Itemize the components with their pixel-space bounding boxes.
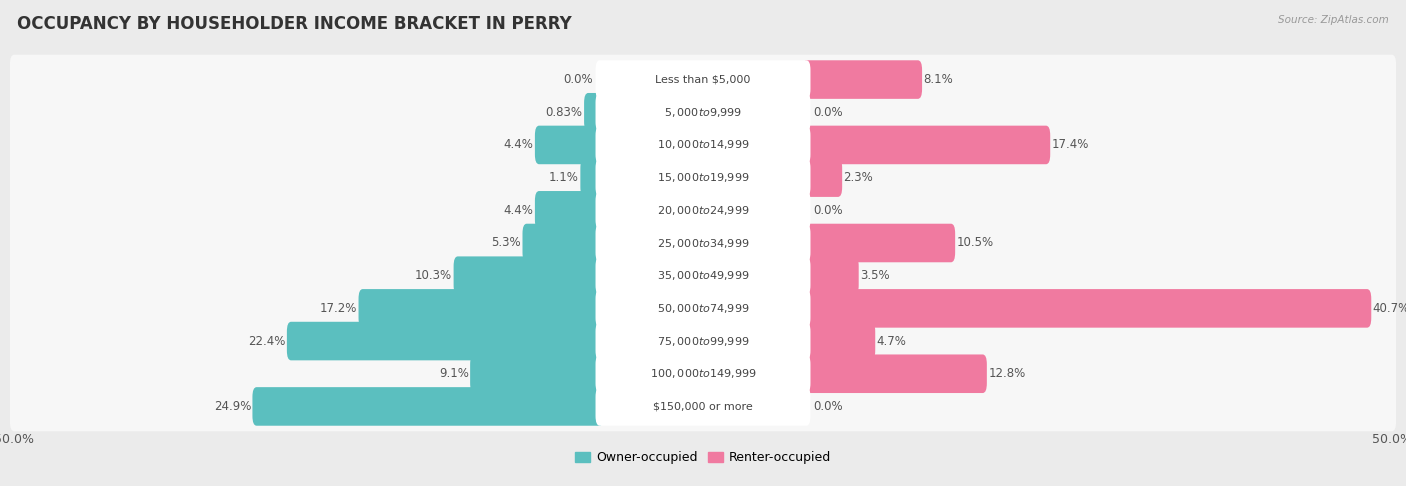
FancyBboxPatch shape — [470, 354, 603, 393]
Text: $150,000 or more: $150,000 or more — [654, 401, 752, 412]
FancyBboxPatch shape — [10, 316, 1396, 366]
Text: 1.1%: 1.1% — [550, 171, 579, 184]
FancyBboxPatch shape — [803, 257, 859, 295]
FancyBboxPatch shape — [596, 126, 810, 164]
FancyBboxPatch shape — [10, 382, 1396, 431]
FancyBboxPatch shape — [596, 191, 810, 229]
FancyBboxPatch shape — [10, 87, 1396, 137]
Text: 22.4%: 22.4% — [247, 334, 285, 347]
FancyBboxPatch shape — [803, 158, 842, 197]
Text: $20,000 to $24,999: $20,000 to $24,999 — [657, 204, 749, 217]
Text: 0.0%: 0.0% — [813, 400, 842, 413]
FancyBboxPatch shape — [803, 289, 1371, 328]
FancyBboxPatch shape — [596, 354, 810, 393]
Text: 3.5%: 3.5% — [860, 269, 890, 282]
FancyBboxPatch shape — [253, 387, 603, 426]
FancyBboxPatch shape — [596, 289, 810, 328]
FancyBboxPatch shape — [596, 322, 810, 360]
Text: $100,000 to $149,999: $100,000 to $149,999 — [650, 367, 756, 380]
Text: 4.4%: 4.4% — [503, 139, 533, 152]
Text: 10.5%: 10.5% — [956, 237, 994, 249]
FancyBboxPatch shape — [359, 289, 603, 328]
FancyBboxPatch shape — [803, 322, 875, 360]
FancyBboxPatch shape — [596, 93, 810, 132]
Text: 0.0%: 0.0% — [813, 106, 842, 119]
FancyBboxPatch shape — [596, 158, 810, 197]
Text: 8.1%: 8.1% — [924, 73, 953, 86]
Text: $10,000 to $14,999: $10,000 to $14,999 — [657, 139, 749, 152]
Text: 0.0%: 0.0% — [564, 73, 593, 86]
FancyBboxPatch shape — [803, 224, 955, 262]
Text: 40.7%: 40.7% — [1372, 302, 1406, 315]
Text: 17.4%: 17.4% — [1052, 139, 1090, 152]
Text: 2.3%: 2.3% — [844, 171, 873, 184]
FancyBboxPatch shape — [523, 224, 603, 262]
Text: $35,000 to $49,999: $35,000 to $49,999 — [657, 269, 749, 282]
FancyBboxPatch shape — [581, 158, 603, 197]
Text: 0.0%: 0.0% — [813, 204, 842, 217]
FancyBboxPatch shape — [596, 60, 810, 99]
Text: 5.3%: 5.3% — [492, 237, 522, 249]
FancyBboxPatch shape — [10, 153, 1396, 203]
Text: Less than $5,000: Less than $5,000 — [655, 74, 751, 85]
FancyBboxPatch shape — [583, 93, 603, 132]
FancyBboxPatch shape — [10, 218, 1396, 268]
FancyBboxPatch shape — [10, 283, 1396, 333]
FancyBboxPatch shape — [803, 60, 922, 99]
Text: 0.83%: 0.83% — [546, 106, 582, 119]
FancyBboxPatch shape — [10, 251, 1396, 300]
Text: 12.8%: 12.8% — [988, 367, 1025, 380]
Text: 9.1%: 9.1% — [439, 367, 468, 380]
FancyBboxPatch shape — [803, 126, 1050, 164]
Text: Source: ZipAtlas.com: Source: ZipAtlas.com — [1278, 15, 1389, 25]
Text: 4.4%: 4.4% — [503, 204, 533, 217]
FancyBboxPatch shape — [596, 257, 810, 295]
FancyBboxPatch shape — [10, 349, 1396, 399]
Text: $25,000 to $34,999: $25,000 to $34,999 — [657, 237, 749, 249]
Text: $5,000 to $9,999: $5,000 to $9,999 — [664, 106, 742, 119]
FancyBboxPatch shape — [454, 257, 603, 295]
FancyBboxPatch shape — [287, 322, 603, 360]
Text: $75,000 to $99,999: $75,000 to $99,999 — [657, 334, 749, 347]
FancyBboxPatch shape — [10, 120, 1396, 170]
FancyBboxPatch shape — [803, 354, 987, 393]
FancyBboxPatch shape — [534, 191, 603, 229]
Text: 10.3%: 10.3% — [415, 269, 453, 282]
Text: $50,000 to $74,999: $50,000 to $74,999 — [657, 302, 749, 315]
FancyBboxPatch shape — [596, 387, 810, 426]
Text: 24.9%: 24.9% — [214, 400, 252, 413]
Text: OCCUPANCY BY HOUSEHOLDER INCOME BRACKET IN PERRY: OCCUPANCY BY HOUSEHOLDER INCOME BRACKET … — [17, 15, 572, 33]
Text: $15,000 to $19,999: $15,000 to $19,999 — [657, 171, 749, 184]
FancyBboxPatch shape — [596, 224, 810, 262]
FancyBboxPatch shape — [10, 186, 1396, 235]
FancyBboxPatch shape — [10, 55, 1396, 104]
FancyBboxPatch shape — [534, 126, 603, 164]
Text: 17.2%: 17.2% — [319, 302, 357, 315]
Text: 4.7%: 4.7% — [876, 334, 907, 347]
Legend: Owner-occupied, Renter-occupied: Owner-occupied, Renter-occupied — [569, 447, 837, 469]
